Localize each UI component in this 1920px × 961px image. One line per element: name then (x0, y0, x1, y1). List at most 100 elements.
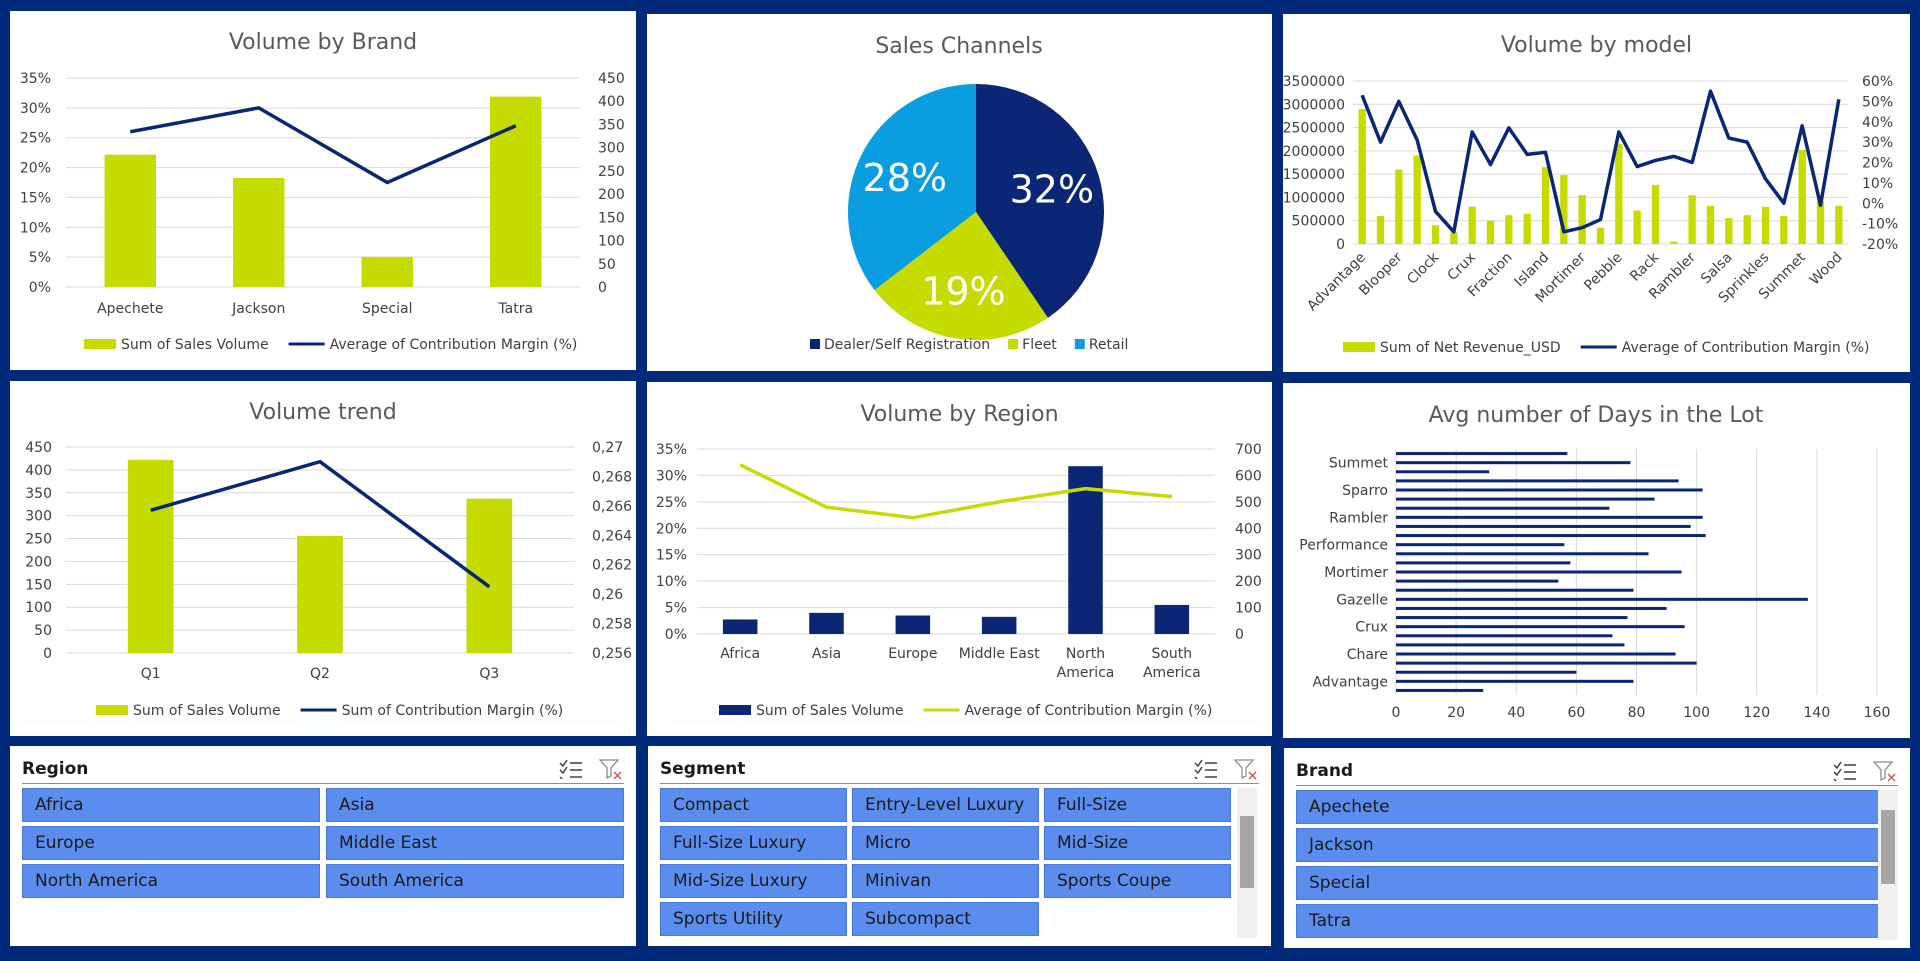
pie-label-1: 19% (921, 269, 1005, 313)
y-right-tick: 0,258 (592, 617, 632, 633)
region-item-africa[interactable]: Africa (22, 788, 320, 822)
legend-label-1: Sum of Contribution Margin (%) (342, 703, 564, 719)
category-label-3: Tatra (497, 301, 533, 317)
bar-10 (1541, 167, 1550, 244)
bar-17 (1670, 241, 1678, 244)
bar-1 (809, 612, 844, 634)
brand-item-tatra[interactable]: Tatra (1296, 904, 1880, 938)
multi-select-icon[interactable] (1193, 757, 1219, 781)
bar-18 (1688, 195, 1696, 244)
brand-scrollbar[interactable] (1878, 790, 1898, 940)
brand-scroll-thumb[interactable] (1881, 810, 1895, 884)
brand-item-special[interactable]: Special (1296, 866, 1880, 900)
category-label-0: Apechete (97, 301, 163, 317)
segment-item-compact[interactable]: Compact (660, 788, 847, 822)
pie-slice-0 (976, 84, 1104, 318)
y-right-tick: 100 (598, 234, 625, 250)
brand-item-apechete[interactable]: Apechete (1296, 790, 1880, 824)
clear-filter-icon[interactable] (1233, 757, 1259, 781)
clear-filter-icon[interactable] (1872, 759, 1898, 783)
hbar-3 (1396, 479, 1679, 483)
segment-item-sports-coupe[interactable]: Sports Coupe (1044, 864, 1231, 898)
series-line (129, 106, 517, 185)
category-label-1: Jackson (231, 301, 285, 317)
chart-title: Avg number of Days in the Lot (1429, 403, 1764, 428)
y-right-tick: 50% (1862, 94, 1893, 110)
segment-item-mid-size-luxury[interactable]: Mid-Size Luxury (660, 864, 847, 898)
bar-1 (233, 177, 285, 287)
volume-by-brand-svg: Volume by Brand 35% 30% 25% 20% 15% 10% 5% 0% 450… (20, 30, 625, 353)
bar-20 (1725, 217, 1733, 244)
y-label-7: Chare (1347, 647, 1388, 663)
segment-item-subcompact[interactable]: Subcompact (852, 902, 1039, 936)
y-left-tick: 1000000 (1283, 190, 1345, 206)
hbar-26 (1396, 688, 1484, 692)
segment-scrollbar[interactable] (1237, 788, 1257, 938)
y-right-tick: 60% (1862, 74, 1893, 90)
x-tick: 60 (1567, 705, 1585, 721)
bar-13 (1596, 227, 1605, 244)
hbar-24 (1396, 670, 1577, 674)
y-right-tick: 0% (1862, 196, 1884, 212)
y-left-tick: 35% (656, 442, 687, 458)
y-label-4: Mortimer (1324, 565, 1388, 581)
region-item-south-america[interactable]: South America (326, 864, 624, 898)
category-label-2: Special (362, 301, 412, 317)
y-right-tick: 0,27 (592, 440, 623, 456)
volume-trend-chart: Volume trend 450 400 350 300 250 200 150 100 50 0 0… (10, 381, 636, 736)
y-right-tick: 200 (1235, 574, 1262, 590)
legend-swatch-0 (810, 339, 820, 349)
y-left-tick: 0% (29, 280, 51, 296)
region-item-asia[interactable]: Asia (326, 788, 624, 822)
y-left-tick: 3000000 (1283, 97, 1345, 113)
region-slicer: Region Africa Asia Europe Middle East No… (10, 746, 636, 946)
y-right-tick: 500 (1235, 495, 1262, 511)
bar-0 (127, 459, 174, 653)
bar-21 (1743, 215, 1751, 244)
segment-item-minivan[interactable]: Minivan (852, 864, 1039, 898)
y-right-tick: 0 (598, 280, 607, 296)
segment-item-full-size-luxury[interactable]: Full-Size Luxury (660, 826, 847, 860)
y-left-tick: 2500000 (1283, 121, 1345, 137)
brand-slicer-header: Brand (1296, 756, 1898, 786)
y-right-tick: 200 (598, 187, 625, 203)
bar-8 (1505, 215, 1513, 244)
y-left-tick: 50 (34, 623, 52, 639)
x-tick: 20 (1447, 705, 1465, 721)
bar-16 (1651, 184, 1660, 244)
bar-15 (1633, 210, 1641, 244)
segment-item-micro[interactable]: Micro (852, 826, 1039, 860)
y-right-tick: 250 (598, 164, 625, 180)
y-left-tick: 10% (20, 220, 51, 236)
region-item-europe[interactable]: Europe (22, 826, 320, 860)
clear-filter-icon[interactable] (598, 757, 624, 781)
legend-swatch-2 (1074, 339, 1085, 349)
legend-swatch-0 (719, 705, 751, 715)
segment-item-entry-level-luxury[interactable]: Entry-Level Luxury (852, 788, 1039, 822)
bar-5 (1450, 232, 1458, 244)
pie-slice-1 (874, 212, 1048, 341)
segment-item-mid-size[interactable]: Mid-Size (1044, 826, 1231, 860)
multi-select-icon[interactable] (1832, 759, 1858, 783)
bar-0 (1358, 108, 1366, 244)
segment-item-full-size[interactable]: Full-Size (1044, 788, 1231, 822)
brand-item-jackson[interactable]: Jackson (1296, 828, 1880, 862)
y-right-tick: 400 (598, 94, 625, 110)
sales-channels-chart: Sales Channels 32% 19% 28% Dealer/Self Regis… (647, 14, 1272, 371)
segment-scroll-thumb[interactable] (1240, 816, 1254, 888)
x-tick: 140 (1804, 705, 1831, 721)
chart-title: Volume by Region (860, 402, 1058, 427)
y-left-tick: 200 (25, 554, 52, 570)
region-item-middle-east[interactable]: Middle East (326, 826, 624, 860)
hbar-22 (1396, 652, 1676, 656)
bar-25 (1816, 201, 1825, 244)
multi-select-icon[interactable] (558, 757, 584, 781)
segment-item-sports-utility[interactable]: Sports Utility (660, 902, 847, 936)
y-right-tick: 0,268 (592, 469, 632, 485)
region-item-north-america[interactable]: North America (22, 864, 320, 898)
category-label-4: America (1057, 665, 1115, 681)
y-left-tick: 30% (20, 101, 51, 117)
y-left-tick: 2000000 (1283, 144, 1345, 160)
hbar-15 (1396, 588, 1634, 592)
y-right-tick: 350 (598, 117, 625, 133)
